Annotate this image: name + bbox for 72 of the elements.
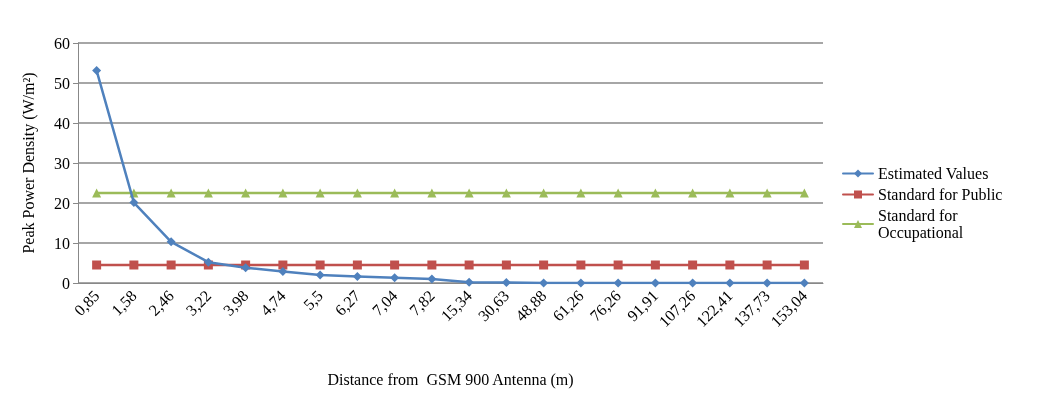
point: [241, 188, 251, 198]
x-tick-label: 3,22: [182, 286, 215, 319]
point: [464, 188, 474, 198]
point: [315, 260, 325, 270]
point: [352, 260, 362, 270]
point: [650, 188, 660, 198]
point: [352, 272, 362, 282]
point: [427, 188, 437, 198]
y-tick-label: 40: [54, 114, 70, 132]
point: [390, 260, 400, 270]
y-tick-label: 20: [54, 194, 70, 212]
legend-label: Estimated Values: [878, 165, 989, 182]
point: [166, 188, 176, 198]
point: [427, 260, 437, 270]
point: [762, 188, 772, 198]
point: [688, 188, 698, 198]
legend-label: Standard for Occupational: [878, 207, 964, 242]
point: [501, 278, 511, 288]
point: [390, 273, 400, 283]
point: [166, 260, 176, 270]
point: [92, 188, 102, 198]
point: [501, 188, 511, 198]
point: [762, 278, 772, 288]
point: [762, 260, 772, 270]
x-tick-label: 7,04: [368, 286, 401, 319]
x-tick-label: 7,82: [406, 286, 438, 319]
point: [539, 260, 549, 270]
point: [278, 188, 288, 198]
y-tick-label: 50: [54, 74, 70, 92]
y-tick-label: 0: [62, 274, 70, 292]
point: [166, 237, 176, 247]
point: [725, 278, 735, 288]
x-tick-label: 4,74: [257, 286, 289, 319]
point: [92, 66, 102, 76]
point: [725, 260, 735, 270]
point: [576, 278, 586, 288]
y-tick-label: 10: [54, 234, 70, 252]
point: [129, 260, 139, 270]
point: [315, 188, 325, 198]
point: [539, 188, 549, 198]
legend-label: Standard for Public: [878, 186, 1003, 203]
point: [501, 260, 511, 270]
point: [464, 260, 474, 270]
x-tick-label: 1,58: [108, 286, 140, 319]
point: [799, 260, 809, 270]
point: [650, 260, 660, 270]
x-tick-label: 2,46: [145, 286, 178, 319]
y-axis-title: Peak Power Density (W/m²): [19, 72, 38, 254]
point: [390, 188, 400, 198]
x-tick-label: 3,98: [219, 286, 252, 319]
x-axis-title: Distance from GSM 900 Antenna (m): [327, 370, 574, 389]
point: [725, 188, 735, 198]
point: [203, 188, 213, 198]
point: [613, 278, 623, 288]
point: [576, 188, 586, 198]
x-tick-label: 5,5: [299, 286, 327, 314]
y-tick-label: 30: [54, 154, 70, 172]
x-tick-label: 6,27: [331, 286, 364, 319]
point: [92, 260, 102, 270]
point: [799, 188, 809, 198]
point: [278, 266, 288, 276]
point: [352, 188, 362, 198]
point: [464, 277, 474, 287]
point: [613, 188, 623, 198]
point: [427, 274, 437, 284]
point: [613, 260, 623, 270]
point: [129, 198, 139, 208]
x-tick-label: 0,85: [70, 286, 103, 319]
point: [576, 260, 586, 270]
y-tick-label: 60: [54, 34, 70, 52]
point: [315, 270, 325, 280]
point: [688, 260, 698, 270]
